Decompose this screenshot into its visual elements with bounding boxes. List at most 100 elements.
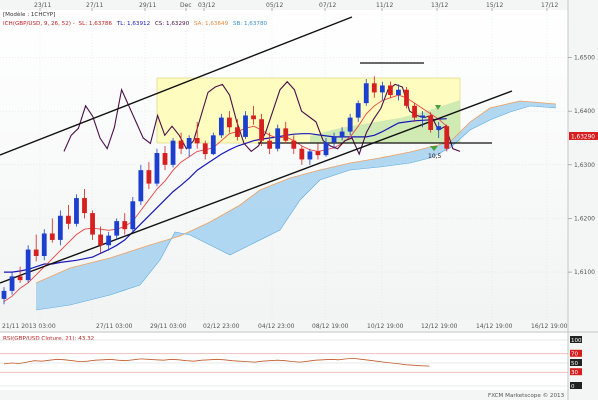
tenkan-value: SL: 1,63786 bbox=[79, 21, 113, 27]
candle-body bbox=[114, 221, 120, 236]
candle-body bbox=[90, 213, 95, 235]
candle-body bbox=[251, 115, 256, 120]
ichimoku-cloud bbox=[35, 100, 557, 311]
candle-body bbox=[299, 148, 305, 160]
candle-body bbox=[355, 103, 361, 118]
candle-body bbox=[444, 126, 450, 149]
bottom-date-label: 12/12 19:00 bbox=[421, 323, 458, 330]
target-label: 10,5 bbox=[428, 153, 442, 160]
bottom-date-label: 10/12 19:00 bbox=[367, 323, 404, 330]
top-date-label: 17/12 bbox=[541, 2, 558, 9]
candle-body bbox=[315, 151, 321, 156]
target-arrow-icon bbox=[430, 146, 438, 151]
bottom-date-label: 08/12 19:00 bbox=[312, 323, 349, 330]
rsi-title: RSI(GBP/USD Cloture, 21): 43,32 bbox=[3, 336, 94, 342]
candle-body bbox=[331, 136, 337, 143]
indicator-header: ICH(GBP/USD, 9, 26, 52) - SL: 1,63786 TL… bbox=[3, 21, 268, 27]
candle-body bbox=[194, 138, 200, 144]
bottom-date-axis: 21/11 2013 03:00 27/11 03:00 29/11 03:00 02… bbox=[2, 323, 568, 330]
bottom-date-label: 14/12 19:00 bbox=[476, 323, 513, 330]
rsi-level-badge bbox=[570, 368, 582, 376]
candle-body bbox=[178, 140, 184, 149]
candle-body bbox=[49, 233, 55, 240]
bottom-date-label: 29/11 03:00 bbox=[150, 323, 187, 330]
candle-body bbox=[275, 128, 281, 149]
candle-body bbox=[146, 170, 152, 184]
candle-body bbox=[291, 140, 297, 149]
price-tick-label: 1,6400 bbox=[574, 108, 595, 115]
candle-body bbox=[323, 142, 329, 156]
candle-body bbox=[66, 215, 71, 224]
candle-body bbox=[162, 153, 168, 165]
candle-body bbox=[122, 221, 128, 230]
candlesticks bbox=[1, 76, 450, 305]
candle-body bbox=[106, 235, 112, 246]
candle-body bbox=[307, 151, 313, 160]
bottom-date-label: 27/11 03:00 bbox=[96, 323, 133, 330]
channel-upper-line bbox=[0, 16, 353, 156]
top-date-label: 13/12 bbox=[431, 2, 448, 9]
candle-body bbox=[420, 115, 425, 118]
bottom-date-label: 02/12 23:00 bbox=[203, 323, 240, 330]
top-date-label: 23/11 bbox=[34, 2, 51, 9]
candle-body bbox=[210, 135, 216, 155]
candle-body bbox=[227, 117, 232, 128]
candle-body bbox=[33, 249, 39, 256]
bottom-date-label: 04/12 23:00 bbox=[258, 323, 295, 330]
price-tick-label: 1,6500 bbox=[574, 55, 595, 62]
rsi-level-label: 70 bbox=[571, 352, 578, 358]
candle-body bbox=[388, 85, 393, 96]
candle-body bbox=[186, 138, 192, 149]
candle-body bbox=[259, 119, 264, 141]
senkou-a-line bbox=[35, 100, 557, 284]
top-date-label: 05/12 bbox=[266, 2, 283, 9]
candle-body bbox=[1, 290, 7, 299]
candle-body bbox=[25, 249, 31, 281]
candle-body bbox=[98, 234, 103, 246]
model-label: [Modèle : 1CHCYP] bbox=[3, 11, 55, 18]
candle-body bbox=[347, 117, 353, 132]
footer-credit: FXCM Marketscope © 2013 bbox=[488, 392, 565, 399]
top-date-label: 15/12 bbox=[486, 2, 503, 9]
candle-body bbox=[243, 115, 248, 137]
signal-arrow-icon bbox=[435, 105, 441, 110]
top-date-axis: 23/11 27/11 29/11 Dec 03/12 05/12 07/12 11/12 13… bbox=[34, 2, 558, 11]
candle-body bbox=[154, 153, 160, 184]
candle-body bbox=[339, 131, 345, 137]
candle-body bbox=[202, 143, 208, 155]
rsi-level-badge bbox=[570, 359, 582, 366]
candle-body bbox=[9, 276, 15, 291]
top-date-label: 03/12 bbox=[198, 2, 215, 9]
rsi-level-label: 100 bbox=[571, 338, 582, 344]
indicator-prefix: ICH(GBP/USD, 9, 26, 52) - bbox=[3, 21, 77, 27]
price-tick-label: 1,6300 bbox=[574, 162, 595, 169]
rsi-level-badge bbox=[570, 382, 582, 389]
candle-body bbox=[412, 105, 417, 118]
rsi-panel: 100 70 50 30 0 bbox=[0, 336, 582, 390]
price-tick-label: 1,6100 bbox=[574, 269, 595, 276]
top-date-label: 07/12 bbox=[319, 2, 336, 9]
top-date-label: 11/12 bbox=[376, 2, 393, 9]
candle-body bbox=[371, 83, 377, 93]
candle-body bbox=[436, 126, 442, 130]
candle-body bbox=[363, 83, 369, 104]
rsi-level-label: 0 bbox=[571, 384, 575, 390]
tenkan-sen-line bbox=[3, 94, 448, 302]
top-date-label: 27/11 bbox=[86, 2, 103, 9]
rsi-level-badge bbox=[570, 349, 582, 357]
senkou-b-line bbox=[35, 105, 557, 311]
candle-body bbox=[267, 140, 273, 149]
kijun-sen-line bbox=[4, 118, 447, 273]
kijun-value: TL: 1,63912 bbox=[116, 21, 150, 27]
senkou-b-value: SB: 1,63780 bbox=[233, 21, 268, 27]
price-tick-label: 1,6200 bbox=[574, 215, 595, 222]
candle-body bbox=[428, 115, 434, 130]
breakout-zone bbox=[310, 100, 460, 143]
rsi-plot-area bbox=[0, 333, 568, 390]
candle-body bbox=[283, 128, 289, 141]
candle-body bbox=[57, 215, 63, 240]
candle-body bbox=[404, 89, 409, 106]
rsi-level-label: 30 bbox=[571, 370, 578, 376]
